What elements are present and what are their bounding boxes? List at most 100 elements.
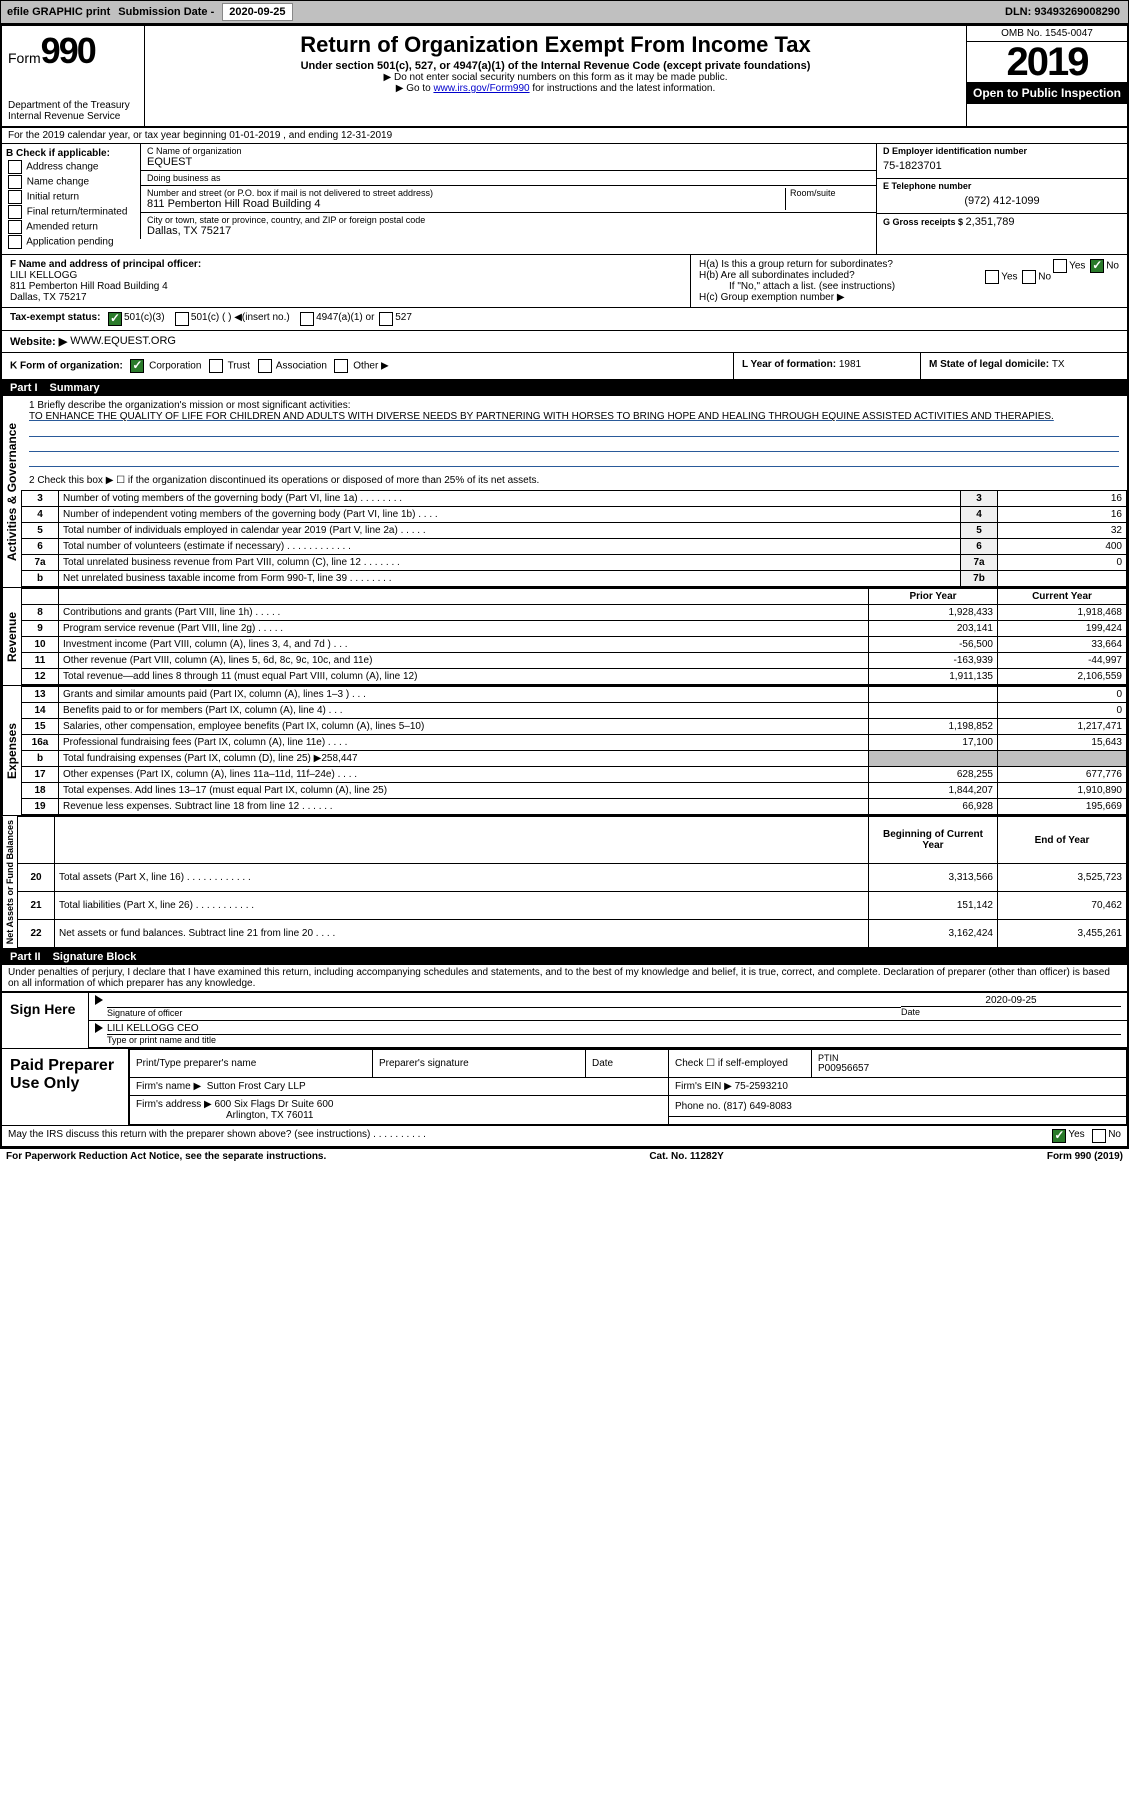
i-label: Tax-exempt status: [10, 312, 100, 323]
footer-left: For Paperwork Reduction Act Notice, see … [6, 1151, 326, 1162]
b-option[interactable]: Final return/terminated [6, 205, 136, 219]
line-num: 13 [22, 687, 59, 703]
netassets-table: Beginning of Current YearEnd of Year20To… [17, 816, 1127, 948]
k-other-checkbox[interactable] [334, 359, 348, 373]
line-box: 4 [961, 507, 998, 523]
line-num: 22 [18, 920, 55, 948]
line-num: 17 [22, 767, 59, 783]
open-inspection: Open to Public Inspection [967, 82, 1127, 104]
ha-yes-checkbox[interactable] [1053, 259, 1067, 273]
line-num: 16a [22, 735, 59, 751]
b-option[interactable]: Application pending [6, 235, 136, 249]
line-value: 16 [998, 507, 1127, 523]
efile-label[interactable]: efile GRAPHIC print [3, 6, 114, 18]
current-year: 677,776 [998, 767, 1127, 783]
prior-year [869, 687, 998, 703]
hb-label: H(b) Are all subordinates included? [699, 270, 855, 281]
hb-yes-checkbox[interactable] [985, 270, 999, 284]
line-num: 15 [22, 719, 59, 735]
discuss-no-checkbox[interactable] [1092, 1129, 1106, 1143]
sig-officer-label: Signature of officer [107, 1007, 901, 1018]
org-name-label: C Name of organization [147, 146, 870, 156]
line-value: 400 [998, 539, 1127, 555]
i-527-checkbox[interactable] [379, 312, 393, 326]
form-title: Return of Organization Exempt From Incom… [149, 32, 962, 58]
form-container: Form990 Department of the Treasury Inter… [0, 24, 1129, 1148]
part1-header: Part I Summary [2, 380, 1127, 396]
line-num: 8 [22, 605, 59, 621]
section-fh: F Name and address of principal officer:… [2, 255, 1127, 308]
i-4947-checkbox[interactable] [300, 312, 314, 326]
netassets-section: Net Assets or Fund Balances Beginning of… [2, 816, 1127, 949]
irs-link[interactable]: www.irs.gov/Form990 [433, 83, 529, 94]
i-501c3-checkbox[interactable] [108, 312, 122, 326]
prior-year: 3,162,424 [869, 920, 998, 948]
line-num: 3 [22, 491, 59, 507]
addr-label: Number and street (or P.O. box if mail i… [147, 188, 785, 198]
section-deg: D Employer identification number75-18237… [876, 144, 1127, 254]
current-year: 195,669 [998, 799, 1127, 815]
b-option[interactable]: Initial return [6, 190, 136, 204]
signer-name: LILI KELLOGG CEO [107, 1023, 1121, 1034]
submission-date-label: Submission Date - [114, 6, 218, 18]
footer: For Paperwork Reduction Act Notice, see … [0, 1148, 1129, 1164]
j-label: Website: ▶ [10, 336, 67, 348]
line-text: Number of voting members of the governin… [59, 491, 961, 507]
firm-name-label: Firm's name ▶ [136, 1081, 201, 1092]
phone-label: E Telephone number [883, 181, 1121, 191]
officer-city: Dallas, TX 75217 [10, 292, 682, 303]
line-text: Other revenue (Part VIII, column (A), li… [59, 653, 869, 669]
section-f: F Name and address of principal officer:… [2, 255, 690, 307]
part1-title: Summary [50, 382, 100, 394]
ha-no-checkbox[interactable] [1090, 259, 1104, 273]
firm-ein-label: Firm's EIN ▶ [675, 1081, 732, 1092]
line-text: Total number of volunteers (estimate if … [59, 539, 961, 555]
b-option[interactable]: Address change [6, 160, 136, 174]
mission-label: 1 Briefly describe the organization's mi… [29, 400, 1119, 411]
form-subtitle: Under section 501(c), 527, or 4947(a)(1)… [149, 60, 962, 72]
expenses-sidelabel: Expenses [2, 686, 21, 815]
line-text: Benefits paid to or for members (Part IX… [59, 703, 869, 719]
b-label: B Check if applicable: [6, 148, 136, 159]
k-trust-checkbox[interactable] [209, 359, 223, 373]
form-header: Form990 Department of the Treasury Inter… [2, 26, 1127, 128]
line-text: Contributions and grants (Part VIII, lin… [59, 605, 869, 621]
dept-label: Department of the Treasury [8, 100, 138, 111]
line-text: Total unrelated business revenue from Pa… [59, 555, 961, 571]
date-label: Date [901, 1006, 1121, 1017]
section-a: For the 2019 calendar year, or tax year … [2, 128, 1127, 144]
current-year: 0 [998, 687, 1127, 703]
i-501c-checkbox[interactable] [175, 312, 189, 326]
note-ssn: ▶ Do not enter social security numbers o… [149, 72, 962, 83]
prior-year: 1,198,852 [869, 719, 998, 735]
line-num: 14 [22, 703, 59, 719]
line-num: 9 [22, 621, 59, 637]
b-option[interactable]: Name change [6, 175, 136, 189]
discuss-yes-checkbox[interactable] [1052, 1129, 1066, 1143]
city-label: City or town, state or province, country… [147, 215, 870, 225]
line-num: 18 [22, 783, 59, 799]
k-assoc-checkbox[interactable] [258, 359, 272, 373]
penalties-text: Under penalties of perjury, I declare th… [2, 965, 1127, 991]
officer-addr: 811 Pemberton Hill Road Building 4 [10, 281, 682, 292]
section-c: C Name of organizationEQUEST Doing busin… [140, 144, 876, 254]
paid-table: Print/Type preparer's name Preparer's si… [129, 1049, 1127, 1125]
k-corp-checkbox[interactable] [130, 359, 144, 373]
line-text: Revenue less expenses. Subtract line 18 … [59, 799, 869, 815]
prior-year [869, 703, 998, 719]
gross-value: 2,351,789 [966, 216, 1015, 228]
line-box: 7a [961, 555, 998, 571]
section-b: B Check if applicable: Address change Na… [2, 144, 140, 254]
prior-year: 151,142 [869, 892, 998, 920]
governance-sidelabel: Activities & Governance [2, 396, 21, 587]
ein-value: 75-1823701 [883, 156, 1121, 176]
city-value: Dallas, TX 75217 [147, 225, 870, 237]
line-value: 0 [998, 555, 1127, 571]
section-h: H(a) Is this a group return for subordin… [690, 255, 1127, 307]
gross-label: G Gross receipts $ [883, 217, 966, 227]
b-option[interactable]: Amended return [6, 220, 136, 234]
firm-addr: 600 Six Flags Dr Suite 600 [215, 1099, 334, 1110]
hb-no-checkbox[interactable] [1022, 270, 1036, 284]
footer-right: Form 990 (2019) [1047, 1151, 1123, 1162]
col-header: Prior Year [869, 589, 998, 605]
